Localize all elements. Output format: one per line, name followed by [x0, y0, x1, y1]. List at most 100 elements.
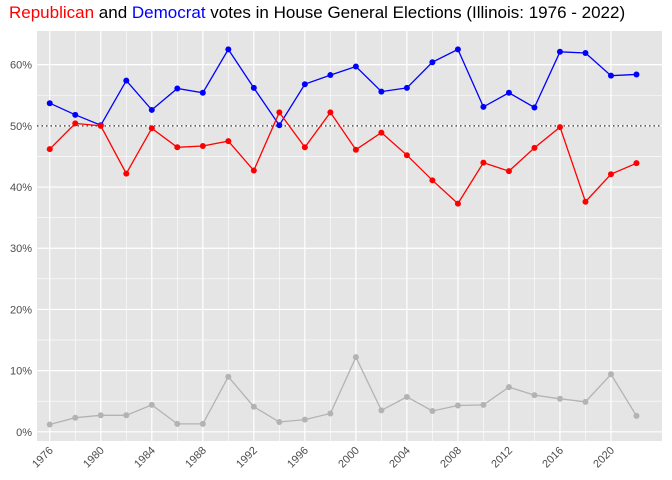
y-tick-label: 0% [16, 427, 32, 439]
x-tick-label: 1988 [183, 445, 209, 471]
y-tick-label: 30% [10, 243, 32, 255]
data-point-dem [199, 89, 206, 96]
data-point-rep [327, 109, 334, 116]
x-tick-label: 2012 [489, 445, 515, 471]
data-point-other [607, 371, 614, 378]
data-point-rep [276, 109, 283, 116]
data-point-other [46, 421, 53, 428]
data-point-other [123, 412, 130, 419]
data-point-other [72, 414, 79, 421]
x-tick-label: 2020 [591, 445, 617, 471]
data-point-other [480, 401, 487, 408]
data-point-rep [250, 167, 257, 174]
data-point-other [174, 420, 181, 427]
data-point-dem [301, 81, 308, 88]
data-point-dem [225, 46, 232, 53]
data-point-rep [46, 146, 53, 153]
title-and: and [94, 3, 132, 22]
y-tick-label: 40% [10, 182, 32, 194]
data-point-dem [505, 89, 512, 96]
data-point-dem [582, 50, 589, 57]
data-point-rep [403, 152, 410, 159]
data-point-dem [607, 72, 614, 79]
x-tick-label: 1992 [234, 445, 260, 471]
data-point-other [429, 408, 436, 415]
x-tick-label: 2016 [540, 445, 566, 471]
series-rep [46, 109, 640, 207]
data-point-rep [148, 125, 155, 132]
y-tick-label: 50% [10, 121, 32, 133]
data-point-rep [199, 143, 206, 150]
title-republican: Republican [9, 3, 95, 22]
data-point-other [378, 407, 385, 414]
data-point-dem [148, 106, 155, 113]
data-point-rep [582, 198, 589, 205]
data-point-other [633, 412, 640, 419]
data-point-other [454, 402, 461, 409]
data-point-rep [123, 170, 130, 177]
x-tick-label: 1980 [81, 445, 107, 471]
x-tick-label: 2000 [336, 445, 362, 471]
data-point-dem [46, 100, 53, 107]
data-point-rep [378, 129, 385, 136]
data-point-rep [454, 200, 461, 207]
data-point-dem [276, 122, 283, 129]
data-point-other [403, 393, 410, 400]
data-point-rep [531, 144, 538, 151]
x-tick-label: 1996 [285, 445, 311, 471]
data-point-other [148, 401, 155, 408]
series-line-dem [49, 48, 637, 127]
series-line-rep [49, 111, 637, 205]
data-point-other [582, 398, 589, 405]
data-point-rep [352, 146, 359, 153]
series-other [46, 354, 640, 428]
data-point-other [301, 416, 308, 423]
data-point-rep [429, 177, 436, 184]
data-point-dem [72, 111, 79, 118]
data-point-other [250, 403, 257, 410]
y-tick-label: 20% [10, 304, 32, 316]
plot-panel [37, 31, 662, 441]
series-line-other [49, 355, 638, 426]
data-point-rep [97, 122, 104, 129]
data-point-other [505, 384, 512, 391]
x-tick-label: 2004 [387, 445, 413, 471]
data-point-dem [352, 63, 359, 70]
title-democrat: Democrat [131, 3, 206, 22]
data-point-rep [633, 160, 640, 167]
y-tick-label: 60% [10, 60, 32, 72]
data-point-dem [123, 77, 130, 84]
series-layer [46, 46, 640, 428]
data-point-other [352, 354, 359, 361]
data-point-dem [174, 85, 181, 92]
y-tick-label: 10% [10, 366, 32, 378]
data-point-dem [454, 46, 461, 53]
data-point-dem [480, 103, 487, 110]
data-point-other [327, 410, 334, 417]
chart-title: Republican and Democrat votes in House G… [9, 3, 625, 23]
data-point-other [531, 392, 538, 399]
data-point-other [276, 419, 283, 426]
data-point-rep [480, 159, 487, 166]
data-point-rep [301, 144, 308, 151]
data-point-dem [556, 48, 563, 55]
data-point-rep [505, 168, 512, 175]
data-point-dem [531, 104, 538, 111]
x-tick-label: 2008 [438, 445, 464, 471]
data-point-other [225, 373, 232, 380]
data-point-dem [429, 59, 436, 66]
data-point-dem [403, 84, 410, 91]
data-point-other [556, 395, 563, 402]
series-dem [46, 46, 640, 129]
data-point-rep [72, 120, 79, 127]
data-point-rep [556, 124, 563, 131]
data-point-rep [174, 144, 181, 151]
title-rest: votes in House General Elections (Illino… [205, 3, 626, 22]
data-point-other [199, 420, 206, 427]
x-tick-label: 1984 [132, 445, 158, 471]
data-point-dem [378, 88, 385, 95]
data-point-other [97, 412, 104, 419]
data-point-dem [250, 84, 257, 91]
data-point-rep [225, 138, 232, 145]
